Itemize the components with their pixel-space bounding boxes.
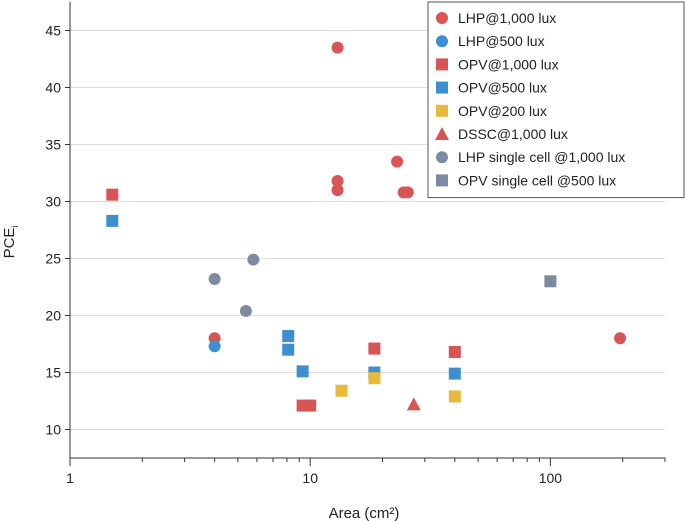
legend-label: LHP single cell @1,000 lux <box>458 149 625 165</box>
gridlines <box>70 30 665 430</box>
legend-label: LHP@500 lux <box>458 33 545 49</box>
x-tick-label: 10 <box>302 470 318 486</box>
data-point <box>331 184 344 197</box>
data-point <box>106 214 119 227</box>
data-point <box>448 367 461 380</box>
data-point <box>335 384 348 397</box>
x-tick-label: 1 <box>66 470 74 486</box>
data-point <box>208 340 221 353</box>
data-point <box>391 155 404 168</box>
data-point <box>368 342 381 355</box>
data-point <box>106 188 119 201</box>
legend-label: OPV single cell @500 lux <box>458 172 616 188</box>
legend-marker <box>435 127 449 140</box>
data-point <box>614 332 627 345</box>
data-point <box>331 174 344 187</box>
y-tick-label: 45 <box>45 23 61 39</box>
y-tick-label: 20 <box>45 308 61 324</box>
y-tick-label: 15 <box>45 365 61 381</box>
data-point <box>544 275 557 288</box>
data-point <box>448 345 461 358</box>
data-points <box>106 41 627 412</box>
y-tick-label: 10 <box>45 422 61 438</box>
legend-marker <box>436 151 448 164</box>
legend-marker <box>436 58 448 71</box>
y-axis-label-subscript: i <box>10 226 20 228</box>
legend-marker <box>436 174 448 187</box>
data-point <box>368 372 381 385</box>
legend-label: OPV@500 lux <box>458 80 547 96</box>
y-tick-label: 40 <box>45 80 61 96</box>
legend-box <box>427 1 685 199</box>
data-point <box>304 399 317 412</box>
legend-marker <box>436 81 448 94</box>
data-point <box>406 397 421 411</box>
x-tick-label: 100 <box>539 470 563 486</box>
data-point <box>282 343 295 356</box>
y-axis-label-main: PCE <box>1 228 18 259</box>
data-point <box>401 186 414 199</box>
legend-marker <box>436 35 448 48</box>
y-tick-label: 35 <box>45 137 61 153</box>
legend-label: DSSC@1,000 lux <box>458 126 568 142</box>
y-tick-label: 25 <box>45 251 61 267</box>
x-axis-label: Area (cm²) <box>329 505 400 521</box>
legend: LHP@1,000 lux LHP@500 lux OPV@1,000 lux OPV… <box>427 1 685 199</box>
legend-marker <box>436 104 448 117</box>
legend-label: LHP@1,000 lux <box>458 10 556 26</box>
data-point <box>239 304 252 317</box>
data-point <box>448 390 461 403</box>
data-point <box>296 365 309 378</box>
data-point <box>282 330 295 343</box>
data-point <box>208 273 221 286</box>
legend-label: OPV@1,000 lux <box>458 56 559 72</box>
y-tick-label: 30 <box>45 194 61 210</box>
data-point <box>331 41 344 54</box>
data-point <box>247 253 260 266</box>
legend-label: OPV@200 lux <box>458 103 547 119</box>
y-axis-label: PCEi <box>1 226 20 259</box>
legend-marker <box>436 12 448 24</box>
axes: 10 15 20 25 30 35 40 45 1 10 100 <box>45 2 666 486</box>
